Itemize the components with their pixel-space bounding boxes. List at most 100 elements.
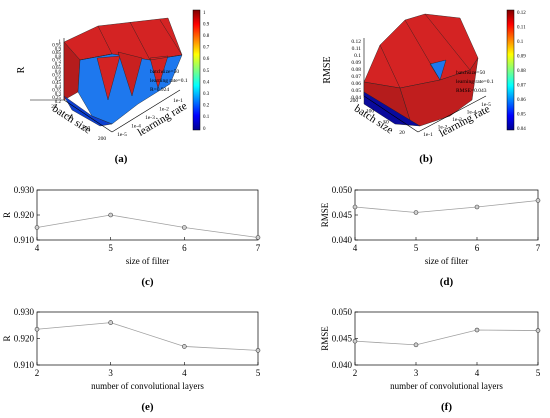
panel-b: 0.120.110.10.090.080.070.060.050.04 RMSE…: [322, 9, 526, 165]
panel-a-z-tick-0: 1: [59, 40, 62, 45]
panel-b-colorbar-tick-1: 0.11: [517, 25, 526, 30]
panel-a-z-tick-8: 0.6: [55, 70, 62, 75]
panel-c-x-tick-label: 6: [182, 243, 187, 253]
panel-a-batch-ticks: 25 50 100 200: [51, 104, 106, 142]
panel-b-colorbar-tick-8: 0.04: [517, 127, 526, 132]
panel-b-colorbar: [506, 9, 515, 131]
panel-b-batch-axis: [363, 95, 419, 133]
panel-b-z-tick-8: 0.04: [351, 95, 361, 101]
panel-d-x-tick-label: 4: [353, 243, 358, 253]
panel-a-lr-tick-1: 1e-4: [131, 124, 141, 130]
panel-d: 0.040 0.045 0.050 4 5 6 7 size of filter RMSE (d): [320, 185, 541, 288]
panel-b-lr-tick-0: 1e-1: [423, 132, 433, 138]
panel-a-surface-peak-2: [117, 51, 143, 97]
panel-e-y-tick-label: 0.920: [14, 334, 35, 344]
panel-d-y-tick-label: 0.050: [332, 185, 353, 195]
panel-b-surface-dip: [429, 59, 447, 81]
panel-a-z-tick-12: 0.4: [55, 85, 62, 90]
panel-a-z-tick-3: 0.85: [52, 51, 61, 56]
panel-e-x-tick-label: 2: [35, 368, 40, 378]
panel-c-series-line: [36, 214, 259, 238]
panel-a-z-tick-5: 0.75: [52, 59, 61, 64]
panel-a-colorbar: [192, 9, 201, 131]
panel-f-data-point: [352, 338, 358, 344]
panel-b-z-tick-0: 0.12: [351, 39, 361, 45]
panel-d-x-label: size of filter: [425, 256, 468, 266]
panel-b-z-tick-7: 0.05: [351, 88, 361, 94]
panel-c-x-tick-label: 5: [108, 243, 113, 253]
panel-a-colorbar-tick-0: 1: [203, 11, 206, 16]
panel-a-caption: (a): [115, 153, 128, 165]
panel-f-x-tick-label: 2: [353, 368, 358, 378]
panel-a-lr-tick-3: 1e-2: [159, 107, 169, 113]
panel-f-x-tick-label: 4: [475, 368, 480, 378]
panel-d-y-tick-label: 0.040: [332, 235, 353, 245]
panel-f-plot-frame: [354, 311, 539, 366]
panel-e-y-tick-label: 0.910: [14, 360, 35, 370]
panel-a-lr-tick-0: 1e-5: [117, 132, 127, 138]
panel-a-annotation-line-1: batchsize=50: [150, 69, 179, 75]
panel-e-caption: (e): [141, 401, 154, 413]
panel-c-data-point: [182, 225, 187, 230]
panel-f-y-tick-label: 0.050: [332, 307, 353, 317]
panel-f-y-tick-label: 0.045: [332, 334, 353, 344]
panel-a-z-tick-13: 0.35: [52, 89, 61, 94]
panel-b-z-tick-2: 0.1: [354, 53, 361, 59]
panel-a-batch-axis: [63, 99, 113, 133]
panel-f-y-tick-label: 0.040: [332, 360, 353, 370]
panel-a-z-tick-1: 0.95: [52, 44, 61, 49]
panel-b-z-label: RMSE: [322, 56, 333, 83]
panel-e-data-point: [108, 320, 113, 325]
panel-e-x-label: number of convolutional layers: [91, 381, 204, 391]
panel-a-z-tick-14: 0.3: [55, 92, 62, 97]
panel-a-annotation: batchsize=50 learning rate=0.1 R=0.924: [150, 69, 188, 93]
panel-d-x-tick-label: 7: [536, 243, 541, 253]
panel-e-data-point: [34, 326, 40, 332]
panel-b-surface-mesh: [379, 13, 471, 89]
panel-a-annotation-line-2: learning rate=0.1: [150, 78, 188, 84]
panel-b-batch-tick-0: 200: [350, 98, 359, 104]
panel-b-z-tick-6: 0.06: [351, 81, 361, 87]
panel-f-data-point: [474, 327, 480, 333]
panel-b-lr-ticks: 1e-1 1e-2 1e-3 1e-4 1e-5: [423, 102, 491, 138]
panel-d-x-tick-label: 5: [414, 243, 419, 253]
panel-d-plot-frame: [354, 189, 539, 241]
panel-b-z-tick-3: 0.09: [351, 60, 361, 66]
panel-b-z-tick-1: 0.11: [352, 46, 362, 52]
panel-f-series-line: [354, 329, 539, 346]
panel-b-colorbar-tick-2: 0.1: [517, 40, 524, 45]
panel-b-batch-tick-2: 50: [383, 119, 389, 125]
panel-d-data-point: [474, 204, 480, 210]
panel-a-colorbar-tick-9: 0.1: [203, 115, 210, 120]
panel-b-colorbar-tick-7: 0.05: [517, 112, 526, 117]
panel-a-batch-tick-0: 25: [51, 104, 57, 110]
panel-a-colorbar-tick-3: 0.7: [203, 46, 210, 51]
panel-b-z-tick-5: 0.07: [351, 74, 361, 80]
panel-f-x-tick-label: 3: [414, 368, 419, 378]
panel-e-x-tick-label: 3: [108, 368, 113, 378]
panel-b-caption: (b): [419, 153, 433, 165]
panel-a-z-tick-4: 0.8: [55, 55, 62, 60]
panel-c-y-tick-label: 0.930: [14, 185, 35, 195]
panel-b-annotation-line-3: RMSE=0.043: [456, 88, 487, 94]
panel-a-colorbar-tick-8: 0.2: [203, 104, 210, 109]
panel-c-data-point: [255, 235, 261, 240]
panel-b-colorbar-tick-3: 0.09: [517, 54, 526, 59]
panel-a-z-tick-15: 0.25: [52, 96, 61, 101]
panel-a-batch-tick-3: 200: [98, 136, 107, 142]
panel-a-z-tick-9: 0.55: [52, 74, 61, 79]
panel-f-x-tick-label: 5: [536, 368, 541, 378]
panel-a-z-tick-2: 0.9: [55, 47, 62, 52]
panel-b-batch-tick-1: 100: [366, 109, 375, 115]
panel-c: 0.910 0.920 0.930 4 5 6 7 size of filter R (c): [2, 185, 261, 288]
panel-a-batch-tick-2: 100: [82, 125, 91, 131]
panel-b-lr-tick-2: 1e-3: [452, 117, 462, 123]
panel-c-data-point: [34, 225, 40, 230]
panel-a-colorbar-tick-4: 0.6: [203, 57, 210, 62]
panel-c-y-tick-label: 0.910: [14, 235, 35, 245]
panel-c-caption: (c): [141, 276, 154, 288]
panel-b-batch-ticks: 200 100 50 20: [350, 98, 405, 136]
panel-a-colorbar-tick-10: 0: [203, 127, 206, 132]
panel-a: 10.950.90.850.80.750.70.650.60.550.50.45…: [16, 9, 210, 165]
